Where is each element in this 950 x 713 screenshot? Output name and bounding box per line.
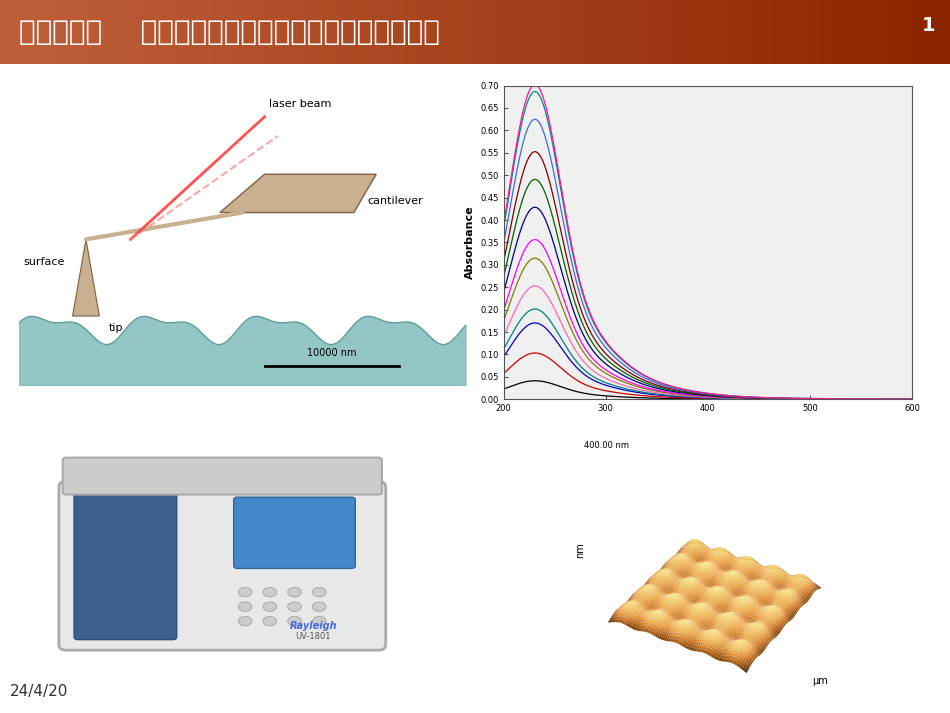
- Circle shape: [288, 602, 301, 612]
- Circle shape: [238, 588, 252, 597]
- X-axis label: Wavelength (nm): Wavelength (nm): [654, 419, 762, 429]
- Circle shape: [263, 602, 276, 612]
- Circle shape: [288, 588, 301, 597]
- Text: 10000 nm: 10000 nm: [307, 348, 356, 358]
- Circle shape: [288, 617, 301, 626]
- Text: 1: 1: [922, 16, 936, 35]
- Text: tip: tip: [108, 322, 123, 332]
- Circle shape: [263, 588, 276, 597]
- Text: laser beam: laser beam: [269, 99, 332, 109]
- Polygon shape: [220, 174, 376, 212]
- Polygon shape: [72, 240, 100, 316]
- Text: 400.00 nm: 400.00 nm: [584, 441, 629, 450]
- FancyBboxPatch shape: [63, 458, 382, 495]
- Circle shape: [238, 617, 252, 626]
- Text: surface: surface: [24, 257, 65, 267]
- Text: 第十一专题    现代分析测试技术在化学生物学中的应用: 第十一专题 现代分析测试技术在化学生物学中的应用: [19, 18, 440, 46]
- Text: 24/4/20: 24/4/20: [10, 684, 67, 699]
- Text: cantilever: cantilever: [368, 196, 423, 206]
- Text: UV-1801: UV-1801: [295, 632, 332, 642]
- FancyBboxPatch shape: [234, 497, 355, 568]
- FancyBboxPatch shape: [59, 481, 386, 650]
- Circle shape: [313, 588, 326, 597]
- FancyBboxPatch shape: [74, 492, 177, 640]
- Text: Rayleigh: Rayleigh: [290, 622, 337, 632]
- Text: μm: μm: [812, 677, 828, 687]
- Circle shape: [263, 617, 276, 626]
- Y-axis label: Absorbance: Absorbance: [465, 205, 475, 279]
- Circle shape: [313, 602, 326, 612]
- Text: nm: nm: [576, 543, 585, 558]
- Circle shape: [238, 602, 252, 612]
- Circle shape: [313, 617, 326, 626]
